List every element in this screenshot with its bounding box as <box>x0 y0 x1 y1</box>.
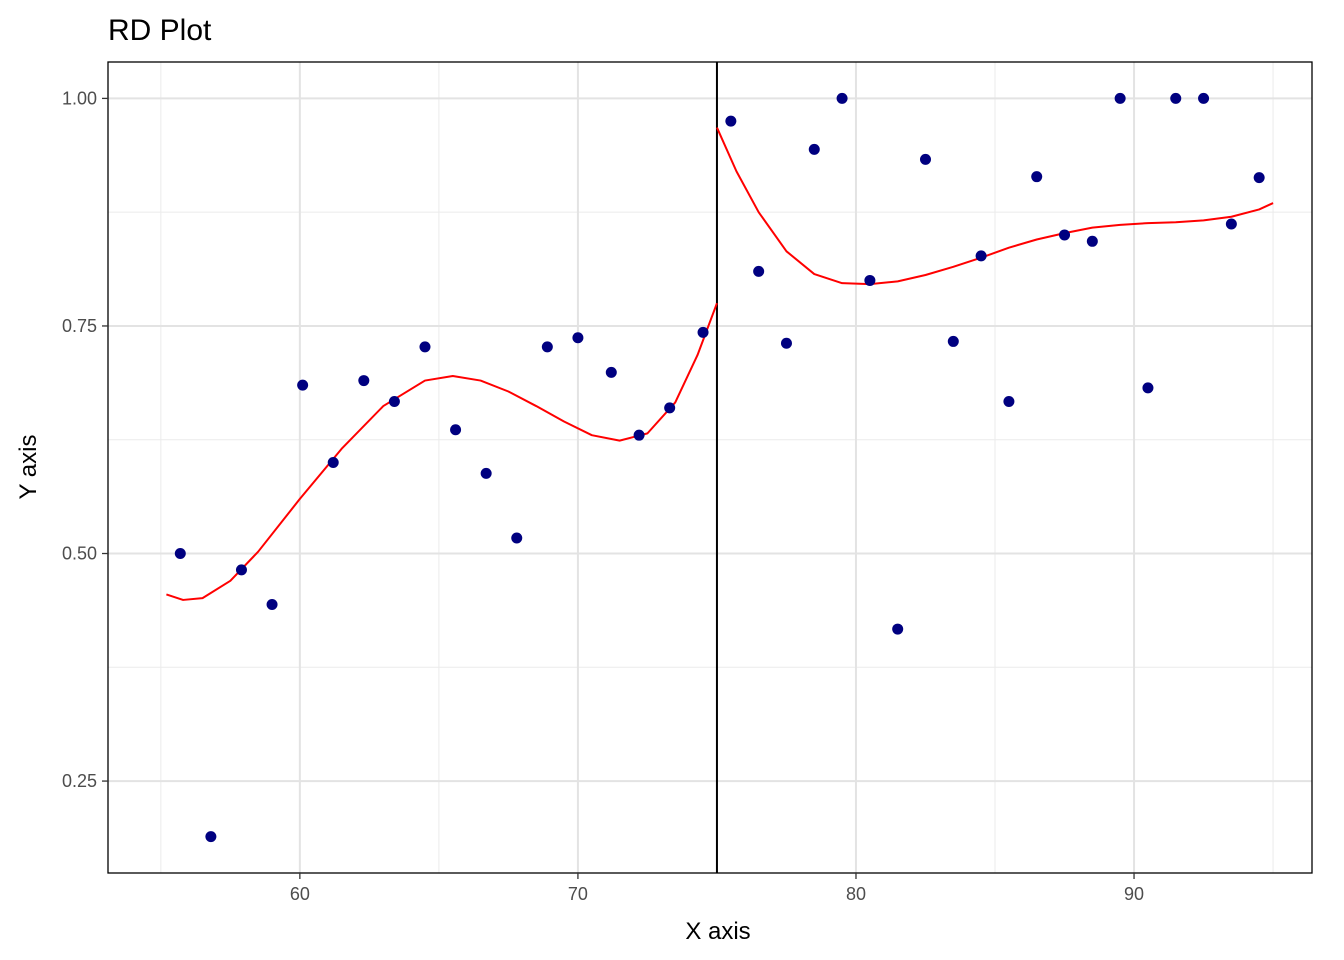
data-point-29 <box>1031 171 1043 183</box>
data-point-2 <box>235 564 247 576</box>
data-point-28 <box>1003 396 1015 408</box>
y-axis-label: Y axis <box>15 435 42 500</box>
y-tick-label-2: 0.75 <box>62 316 97 336</box>
x-axis-label: X axis <box>685 918 750 945</box>
data-point-27 <box>975 250 987 262</box>
data-point-34 <box>1170 92 1182 104</box>
data-point-3 <box>266 598 278 610</box>
data-point-17 <box>697 326 709 338</box>
axis-layer: 60 70 80 90 0.25 0.50 0.75 1.00 <box>62 88 1144 904</box>
data-point-22 <box>836 92 848 104</box>
data-point-35 <box>1198 92 1210 104</box>
data-point-11 <box>511 532 523 544</box>
plot-panel-background <box>108 62 1312 873</box>
data-point-10 <box>480 467 492 479</box>
data-point-1 <box>205 831 217 843</box>
data-point-32 <box>1114 92 1126 104</box>
data-point-7 <box>388 396 400 408</box>
data-point-15 <box>633 429 645 441</box>
plot-panel-border <box>107 61 1313 874</box>
points-layer <box>174 92 1265 843</box>
data-point-5 <box>327 456 339 468</box>
data-point-37 <box>1253 172 1265 184</box>
data-point-24 <box>892 623 904 635</box>
data-point-31 <box>1086 235 1098 247</box>
data-point-21 <box>808 143 820 155</box>
data-point-25 <box>919 153 931 165</box>
data-point-19 <box>753 265 765 277</box>
data-point-20 <box>780 337 792 349</box>
data-point-14 <box>605 366 617 378</box>
data-point-4 <box>297 379 309 391</box>
fit-line-right <box>716 127 1274 286</box>
x-tick-label-0: 60 <box>290 884 310 904</box>
data-point-6 <box>358 375 370 387</box>
y-tick-label-3: 1.00 <box>62 88 97 108</box>
data-point-18 <box>725 115 737 127</box>
x-tick-label-2: 80 <box>846 884 866 904</box>
data-point-30 <box>1059 229 1071 241</box>
data-point-36 <box>1225 218 1237 230</box>
y-tick-label-0: 0.25 <box>62 771 97 791</box>
data-point-9 <box>450 424 462 436</box>
data-point-0 <box>174 548 186 560</box>
data-point-12 <box>541 341 553 353</box>
data-point-13 <box>572 332 584 344</box>
x-tick-label-1: 70 <box>568 884 588 904</box>
data-point-16 <box>664 402 676 414</box>
chart-title: RD Plot <box>108 14 212 47</box>
y-tick-label-1: 0.50 <box>62 544 97 564</box>
x-tick-label-3: 90 <box>1124 884 1144 904</box>
data-point-8 <box>419 341 431 353</box>
data-point-33 <box>1142 382 1154 394</box>
data-point-23 <box>864 274 876 286</box>
data-point-26 <box>947 335 959 347</box>
